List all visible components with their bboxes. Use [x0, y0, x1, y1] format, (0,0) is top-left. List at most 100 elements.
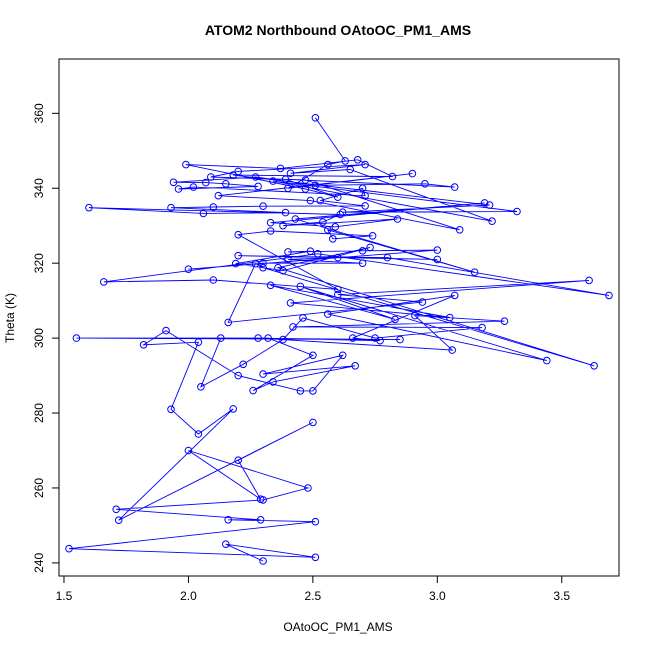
data-point — [256, 495, 265, 504]
data-point — [65, 544, 73, 553]
data-point — [334, 253, 342, 262]
data-point — [358, 259, 367, 268]
data-point — [224, 318, 232, 327]
x-tick-label: 3.0 — [429, 589, 446, 603]
data-point — [450, 183, 459, 191]
data-point — [351, 362, 360, 370]
data-point — [289, 323, 297, 331]
x-tick-label: 2.5 — [305, 589, 322, 603]
data-point — [331, 223, 340, 231]
y-tick-label: 260 — [32, 478, 46, 498]
y-tick-label: 340 — [32, 178, 46, 198]
data-point — [266, 281, 275, 290]
data-point — [324, 310, 332, 318]
data-point — [264, 334, 272, 342]
data-point — [199, 209, 208, 218]
data-point — [194, 430, 203, 438]
data-point — [388, 172, 397, 181]
data-point — [334, 285, 342, 294]
data-point — [254, 182, 262, 191]
data-point — [478, 323, 486, 332]
data-point — [338, 208, 347, 216]
data-point — [393, 215, 402, 223]
data-point — [112, 505, 120, 514]
data-point — [182, 160, 190, 169]
data-point — [470, 268, 479, 277]
data-point — [259, 202, 267, 210]
data-point — [396, 335, 404, 344]
series-lines — [68, 117, 610, 562]
data-point — [114, 516, 123, 525]
data-point — [269, 378, 277, 386]
data-point — [207, 173, 215, 181]
data-point — [485, 201, 494, 209]
data-point — [217, 334, 225, 342]
data-point — [301, 185, 310, 193]
data-point — [276, 164, 285, 173]
data-point — [251, 173, 260, 181]
x-tick-label: 3.5 — [553, 589, 570, 603]
data-point — [376, 336, 384, 345]
data-point — [324, 226, 332, 234]
data-point — [234, 456, 242, 465]
data-point — [299, 314, 307, 322]
data-point — [279, 221, 287, 230]
data-point — [311, 114, 320, 122]
data-point — [266, 218, 275, 227]
data-point — [500, 317, 509, 326]
data-point — [585, 276, 593, 285]
x-tick-label: 2.0 — [180, 589, 197, 603]
data-point — [284, 248, 292, 256]
data-point — [346, 165, 355, 174]
data-point — [418, 298, 427, 306]
y-tick-label: 280 — [32, 403, 46, 423]
data-point — [448, 346, 457, 354]
data-point — [446, 313, 454, 322]
data-point — [316, 196, 325, 205]
data-point — [167, 405, 175, 414]
data-point — [231, 259, 240, 268]
data-point — [353, 156, 362, 164]
y-tick-label: 360 — [32, 103, 46, 123]
data-point — [167, 203, 175, 212]
data-point — [304, 484, 312, 492]
data-point — [234, 167, 242, 176]
data-point — [314, 250, 322, 258]
data-point — [324, 160, 332, 169]
data-point — [306, 196, 315, 205]
data-point — [480, 199, 489, 207]
data-point — [286, 169, 295, 178]
data-point — [605, 291, 613, 300]
x-tick-label: 1.5 — [56, 589, 73, 603]
data-point — [224, 516, 232, 524]
data-point — [309, 387, 317, 395]
data-point — [311, 517, 320, 526]
data-point — [348, 334, 357, 342]
plot-frame — [58, 58, 620, 577]
x-axis-label: OAtoOC_PM1_AMS — [283, 620, 392, 634]
data-point — [100, 278, 108, 286]
data-point — [284, 255, 292, 264]
chart-title: ATOM2 Northbound OAtoOC_PM1_AMS — [205, 22, 471, 38]
data-point — [513, 207, 521, 216]
y-tick-label: 320 — [32, 253, 46, 273]
y-axis-label: Theta (K) — [3, 293, 17, 343]
data-point — [197, 383, 205, 391]
data-point — [368, 232, 377, 240]
data-point — [361, 202, 369, 210]
data-point — [543, 356, 551, 365]
data-point — [162, 326, 170, 335]
data-point — [169, 178, 178, 187]
data-point — [269, 177, 277, 185]
series-line — [68, 117, 610, 562]
data-point — [234, 230, 242, 239]
data-point — [358, 247, 367, 255]
data-point — [286, 299, 295, 307]
data-point — [366, 243, 374, 252]
data-point — [383, 253, 392, 262]
data-point — [358, 184, 367, 193]
data-point — [222, 180, 230, 188]
data-point — [209, 203, 218, 211]
data-point — [488, 217, 496, 225]
data-point — [338, 351, 347, 360]
